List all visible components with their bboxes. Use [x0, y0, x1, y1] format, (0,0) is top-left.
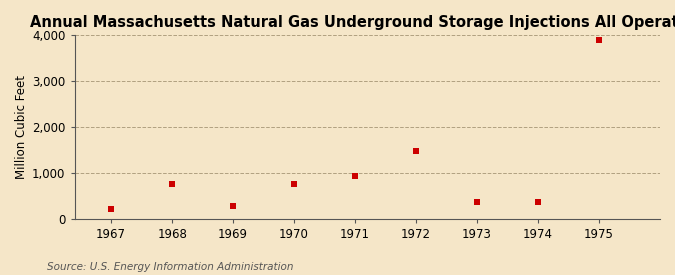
Text: Source: U.S. Energy Information Administration: Source: U.S. Energy Information Administ… — [47, 262, 294, 272]
Y-axis label: Million Cubic Feet: Million Cubic Feet — [15, 75, 28, 179]
Title: Annual Massachusetts Natural Gas Underground Storage Injections All Operators: Annual Massachusetts Natural Gas Undergr… — [30, 15, 675, 30]
